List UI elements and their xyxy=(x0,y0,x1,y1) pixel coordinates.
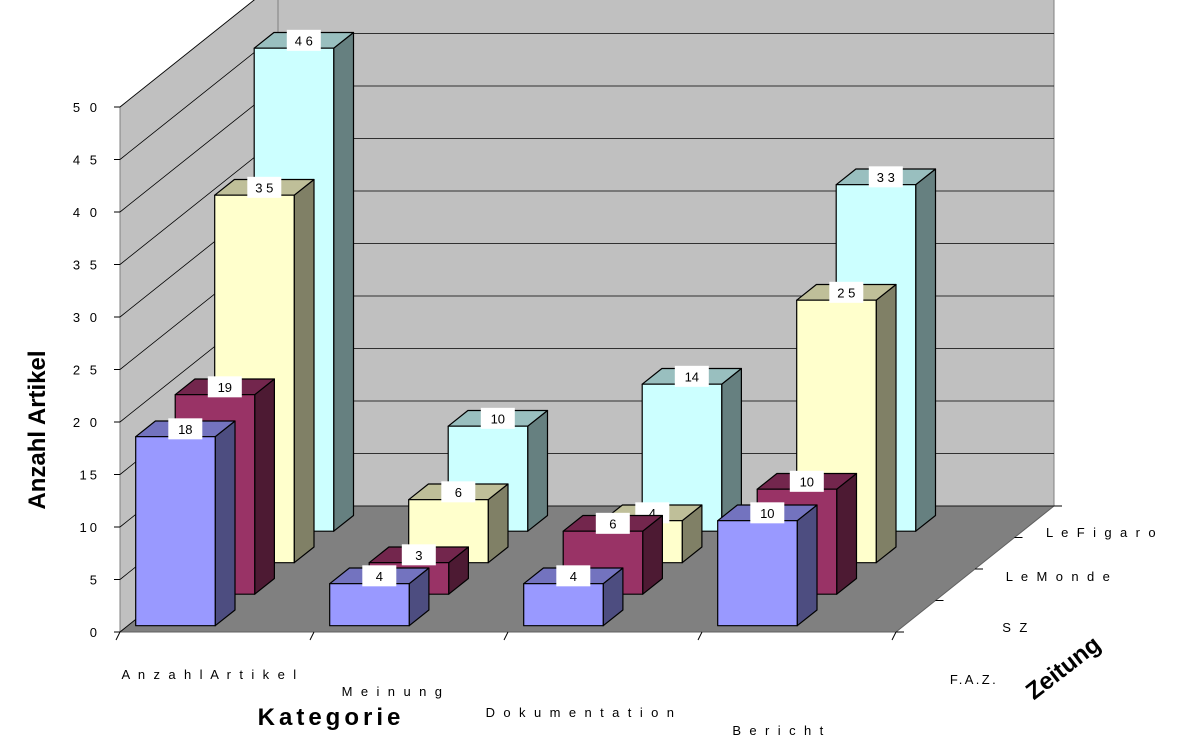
data-label: 10 xyxy=(491,411,505,426)
bar-side xyxy=(915,168,937,532)
data-label: 3 3 xyxy=(877,170,895,185)
bar-side xyxy=(293,178,315,564)
data-label: 2 5 xyxy=(837,285,855,300)
data-label: 19 xyxy=(218,380,232,395)
x-tick xyxy=(697,631,703,641)
depth-labels: F.A.Z. S Z L e M o n d e L e F i g a r o xyxy=(896,505,1158,687)
data-label-box xyxy=(168,418,203,440)
data-label: 3 xyxy=(415,548,422,563)
y-tick-label: 0 xyxy=(90,625,100,640)
data-label-box xyxy=(595,512,630,534)
data-label: 6 xyxy=(455,485,462,500)
data-label: 18 xyxy=(178,422,192,437)
depth-label: F.A.Z. xyxy=(950,672,998,687)
data-label-box xyxy=(829,281,864,303)
gridline xyxy=(119,0,255,108)
bar: 14 xyxy=(641,365,743,532)
y-tick-label: 5 0 xyxy=(73,100,100,115)
category-label: B e r i c h t xyxy=(732,723,825,738)
data-label: 4 xyxy=(649,506,656,521)
data-label: 4 xyxy=(376,569,383,584)
category-label: M e i n u n g xyxy=(342,684,445,699)
category-labels: A n z a h l A r t i k e l M e i n u n g D … xyxy=(115,631,897,738)
category-label: A n z a h l A r t i k e l xyxy=(121,667,298,682)
data-label-box xyxy=(556,565,591,587)
y-tick-label: 4 5 xyxy=(73,153,100,168)
data-label-box xyxy=(789,470,824,492)
data-label-box xyxy=(480,407,515,429)
category-label: D o k u m e n t a t i o n xyxy=(486,705,677,720)
y-tick-label: 2 5 xyxy=(73,363,100,378)
bar: 4 xyxy=(329,565,430,627)
bar-front xyxy=(135,436,216,627)
z-axis-title: Zeitung xyxy=(1021,631,1106,706)
depth-label: L e F i g a r o xyxy=(1046,525,1158,540)
data-label-box xyxy=(286,29,321,51)
bar: 10 xyxy=(717,502,818,627)
bar-side xyxy=(875,283,897,564)
y-tick-labels: 0 5 10 15 2 0 2 5 3 0 3 5 4 0 4 5 5 0 xyxy=(73,100,120,640)
bar-side xyxy=(254,378,275,595)
data-label: 10 xyxy=(800,474,814,489)
y-tick-label: 10 xyxy=(80,520,100,535)
bars: 4 6 10 14 3 3 3 5 6 4 2 5 19 3 6 10 18 4 4 10 xyxy=(135,29,937,627)
x-tick xyxy=(115,631,121,641)
y-tick-label: 3 0 xyxy=(73,310,100,325)
bar-side xyxy=(796,504,818,627)
data-label-box xyxy=(362,565,397,587)
depth-label: S Z xyxy=(1002,620,1029,635)
bar-side xyxy=(214,420,236,627)
data-label-box xyxy=(247,176,282,198)
data-label-box xyxy=(441,481,476,503)
data-label-box xyxy=(674,365,709,387)
y-tick-label: 4 0 xyxy=(73,205,100,220)
x-tick xyxy=(309,631,315,641)
data-label: 10 xyxy=(760,506,774,521)
bar: 18 xyxy=(135,418,236,627)
x-axis-title: Kategorie xyxy=(258,704,405,731)
y-axis-title: Anzahl Artikel xyxy=(24,350,51,509)
bar-side xyxy=(836,472,858,595)
y-tick-label: 2 0 xyxy=(73,415,100,430)
bar-front xyxy=(329,583,410,627)
data-label-box xyxy=(868,166,903,188)
bar-front xyxy=(717,520,798,627)
y-tick-label: 15 xyxy=(80,468,100,483)
data-label-box xyxy=(207,376,242,398)
data-label: 4 xyxy=(570,569,577,584)
data-label: 14 xyxy=(685,369,699,384)
y-tick-label: 5 xyxy=(90,573,100,588)
data-label: 4 6 xyxy=(295,33,313,48)
depth-label: L e M o n d e xyxy=(1006,569,1113,584)
y-tick-label: 3 5 xyxy=(73,258,100,273)
bar: 4 xyxy=(523,565,624,627)
bar-side xyxy=(527,409,549,532)
bar-side xyxy=(333,31,355,532)
data-label-box xyxy=(750,502,785,524)
data-label: 6 xyxy=(609,516,616,531)
x-tick xyxy=(503,631,509,641)
data-label: 3 5 xyxy=(255,180,273,195)
bar-front xyxy=(523,583,604,627)
data-label-box xyxy=(401,544,436,566)
x-tick xyxy=(891,631,897,641)
